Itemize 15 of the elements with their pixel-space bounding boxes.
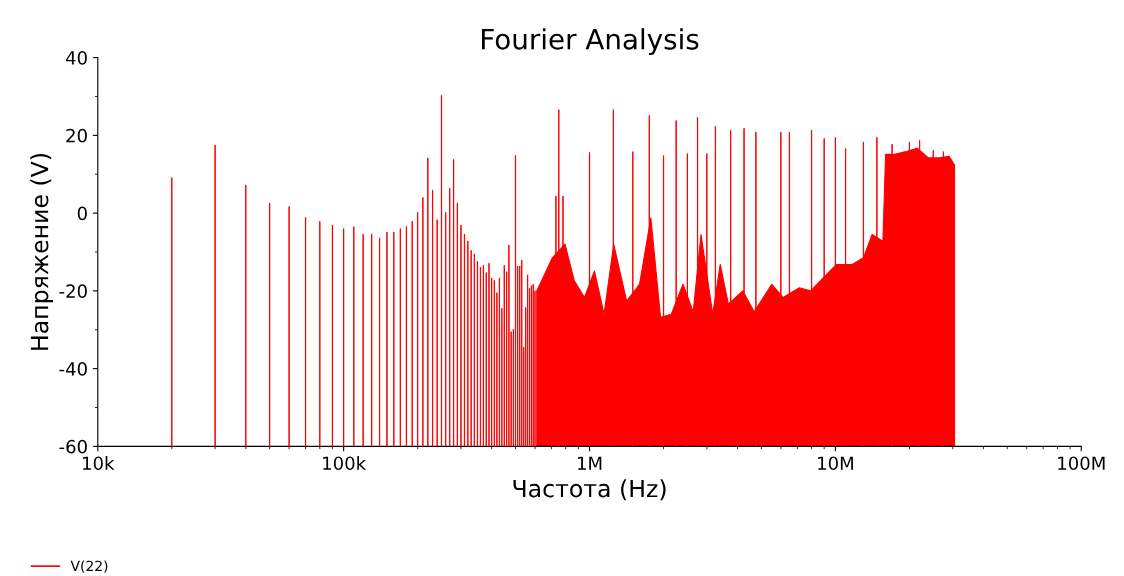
x-tick-label: 100M: [1058, 456, 1105, 471]
x-tick-label: 10k: [83, 456, 115, 471]
y-tick-label: 40: [65, 51, 87, 65]
y-tick-label: 0: [77, 206, 87, 221]
x-axis-title: Частота (Hz): [513, 479, 666, 501]
y-tick-label: -60: [59, 439, 87, 454]
x-tick-label: 10M: [818, 456, 853, 471]
y-tick-label: -20: [59, 284, 87, 298]
x-tick-label: 100k: [323, 456, 367, 471]
chart-title: Fourier Analysis: [482, 28, 699, 56]
x-tick-label: 1M: [577, 456, 602, 470]
y-axis-title: Напряжение (V): [30, 154, 54, 350]
y-tick-label: -40: [59, 362, 87, 376]
legend-label: V(22): [70, 560, 108, 573]
y-tick-label: 20: [66, 128, 87, 143]
